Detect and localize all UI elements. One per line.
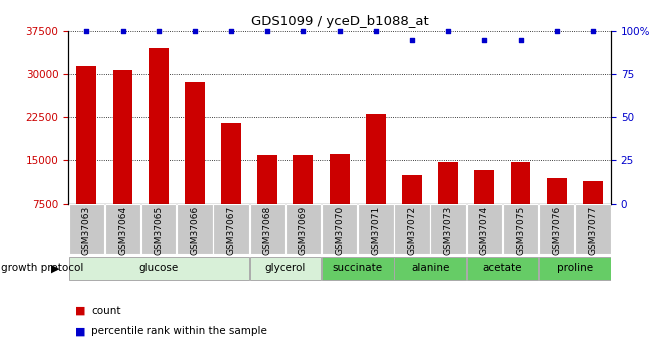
Text: GSM37077: GSM37077 <box>588 206 597 255</box>
Bar <box>221 123 241 204</box>
Bar <box>185 82 205 204</box>
Text: GSM37067: GSM37067 <box>227 206 235 255</box>
Bar <box>141 204 176 254</box>
Bar <box>511 162 530 204</box>
Text: GSM37063: GSM37063 <box>82 206 91 255</box>
Bar <box>539 204 575 254</box>
Point <box>588 28 598 34</box>
Text: glucose: glucose <box>138 263 179 273</box>
Text: ■: ■ <box>75 306 85 315</box>
Point <box>479 37 489 42</box>
Point <box>551 28 562 34</box>
Text: GSM37074: GSM37074 <box>480 206 489 255</box>
Bar <box>366 115 385 204</box>
Bar <box>250 257 321 280</box>
Bar <box>322 204 358 254</box>
Bar <box>438 162 458 204</box>
Bar <box>474 170 494 204</box>
Point <box>298 28 309 34</box>
Bar <box>250 204 285 254</box>
Point <box>262 28 272 34</box>
Bar <box>213 204 249 254</box>
Text: GSM37069: GSM37069 <box>299 206 308 255</box>
Text: GSM37068: GSM37068 <box>263 206 272 255</box>
Bar <box>112 70 133 204</box>
Text: GSM37072: GSM37072 <box>408 206 417 255</box>
Text: ▶: ▶ <box>51 264 60 273</box>
Text: GSM37064: GSM37064 <box>118 206 127 255</box>
Text: count: count <box>91 306 120 315</box>
Bar <box>395 257 466 280</box>
Bar <box>257 155 277 204</box>
Text: GSM37070: GSM37070 <box>335 206 344 255</box>
Text: acetate: acetate <box>483 263 522 273</box>
Text: glycerol: glycerol <box>265 263 306 273</box>
Bar <box>583 180 603 204</box>
Text: proline: proline <box>557 263 593 273</box>
Point <box>370 28 381 34</box>
Text: percentile rank within the sample: percentile rank within the sample <box>91 326 267 336</box>
Bar <box>358 204 393 254</box>
Text: ■: ■ <box>75 326 85 336</box>
Point <box>153 28 164 34</box>
Text: GSM37066: GSM37066 <box>190 206 200 255</box>
Bar <box>402 175 422 204</box>
Bar <box>467 257 538 280</box>
Bar <box>69 257 249 280</box>
Bar <box>539 257 610 280</box>
Text: alanine: alanine <box>411 263 449 273</box>
Point <box>81 28 92 34</box>
Text: GSM37075: GSM37075 <box>516 206 525 255</box>
Bar <box>547 178 567 204</box>
Text: GSM37073: GSM37073 <box>444 206 452 255</box>
Bar <box>575 204 610 254</box>
Bar <box>105 204 140 254</box>
Bar <box>77 66 96 204</box>
Point <box>407 37 417 42</box>
Text: growth protocol: growth protocol <box>1 264 84 273</box>
Bar <box>69 204 104 254</box>
Bar <box>286 204 321 254</box>
Title: GDS1099 / yceD_b1088_at: GDS1099 / yceD_b1088_at <box>251 16 428 29</box>
Bar <box>149 48 168 204</box>
Point <box>443 28 453 34</box>
Bar <box>430 204 466 254</box>
Bar <box>322 257 393 280</box>
Text: GSM37071: GSM37071 <box>371 206 380 255</box>
Bar <box>503 204 538 254</box>
Bar <box>294 155 313 204</box>
Text: succinate: succinate <box>333 263 383 273</box>
Text: GSM37076: GSM37076 <box>552 206 561 255</box>
Point <box>334 28 345 34</box>
Point <box>515 37 526 42</box>
Text: GSM37065: GSM37065 <box>154 206 163 255</box>
Bar <box>395 204 430 254</box>
Point <box>226 28 237 34</box>
Point <box>117 28 127 34</box>
Point <box>190 28 200 34</box>
Bar <box>330 154 350 204</box>
Bar <box>467 204 502 254</box>
Bar <box>177 204 213 254</box>
